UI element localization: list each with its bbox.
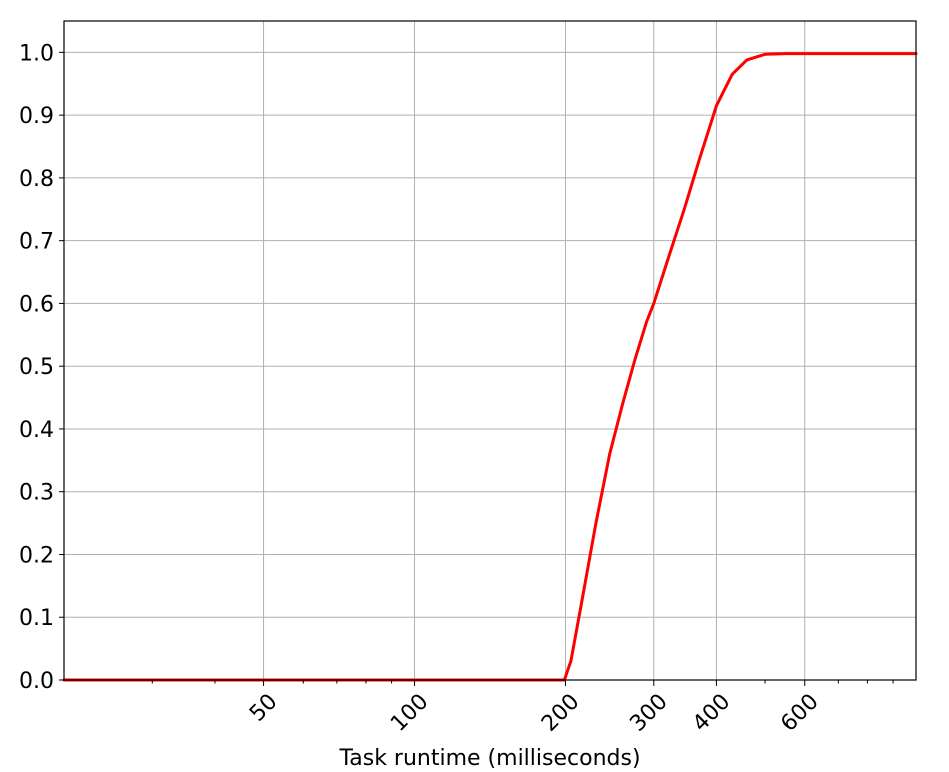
x-axis: 50 100 200 300 400 600 — [151, 680, 894, 737]
x-axis-label: Task runtime (milliseconds) — [338, 746, 640, 771]
series-line-0 — [62, 52, 918, 682]
y-tick-label: 0.3 — [19, 481, 54, 506]
y-tick-label: 0.5 — [19, 355, 54, 380]
y-tick-label: 0.8 — [19, 167, 54, 192]
y-tick-label: 0.1 — [19, 606, 54, 631]
y-tick-label: 0.2 — [19, 543, 54, 568]
x-tick-label: 600 — [776, 689, 823, 736]
y-tick-label: 0.6 — [19, 292, 54, 317]
grid-layer — [64, 21, 916, 681]
x-tick-label: 200 — [537, 689, 584, 736]
y-tick-label: 0.9 — [19, 104, 54, 129]
plot-area-frame — [63, 20, 917, 681]
y-tick-label: 0.4 — [19, 418, 54, 443]
y-tick-label: 1.0 — [19, 41, 54, 66]
x-tick-label: 400 — [688, 689, 735, 736]
y-tick-label: 0.7 — [19, 230, 54, 255]
x-tick-label: 300 — [625, 689, 672, 736]
series-layer — [62, 52, 918, 682]
x-tick-label: 100 — [386, 689, 433, 736]
y-axis: 0.0 0.1 0.2 0.3 0.4 0.5 0.6 0.7 0.8 0.9 1.0 — [19, 41, 64, 694]
y-tick-label: 0.0 — [19, 669, 54, 694]
x-tick-label: 50 — [245, 689, 282, 726]
